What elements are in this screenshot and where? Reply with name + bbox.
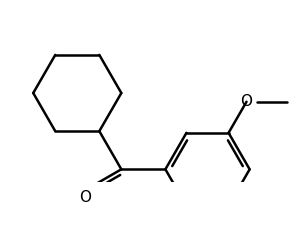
Text: O: O — [79, 190, 91, 205]
Text: O: O — [241, 94, 252, 109]
